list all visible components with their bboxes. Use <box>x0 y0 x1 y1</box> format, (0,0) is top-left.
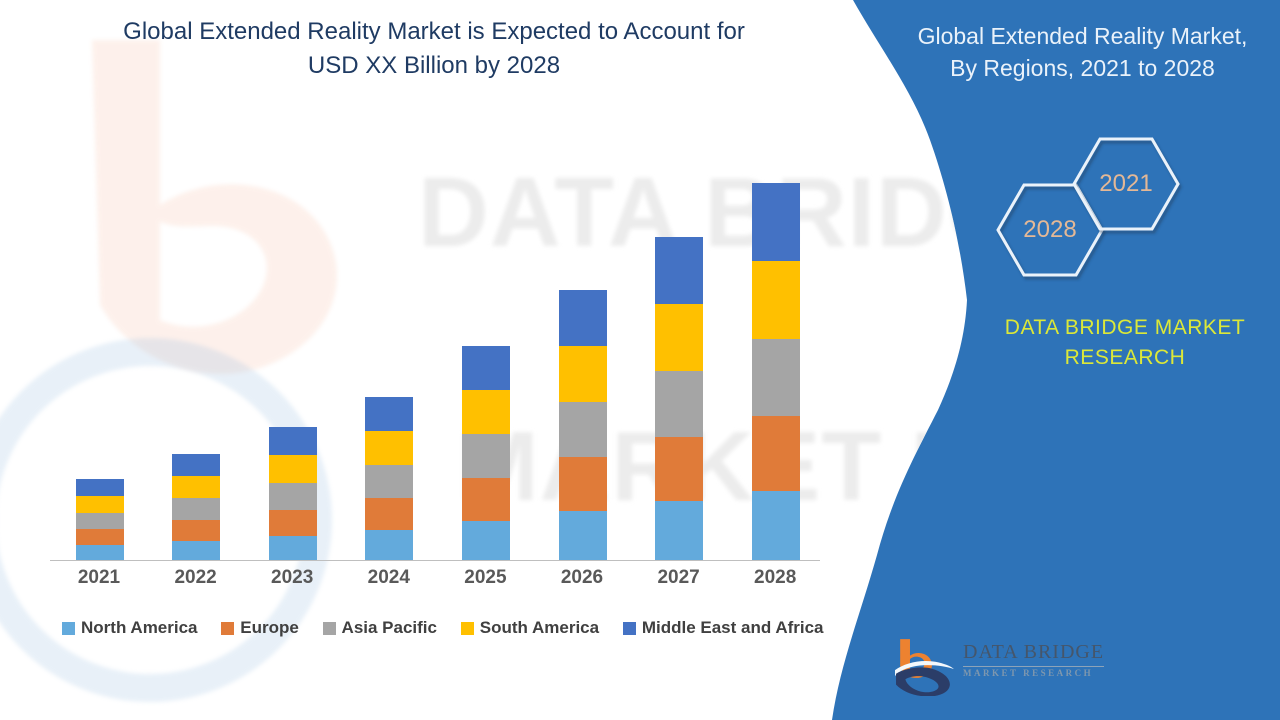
svg-text:2021: 2021 <box>1099 170 1152 197</box>
svg-text:2028: 2028 <box>1023 216 1076 243</box>
